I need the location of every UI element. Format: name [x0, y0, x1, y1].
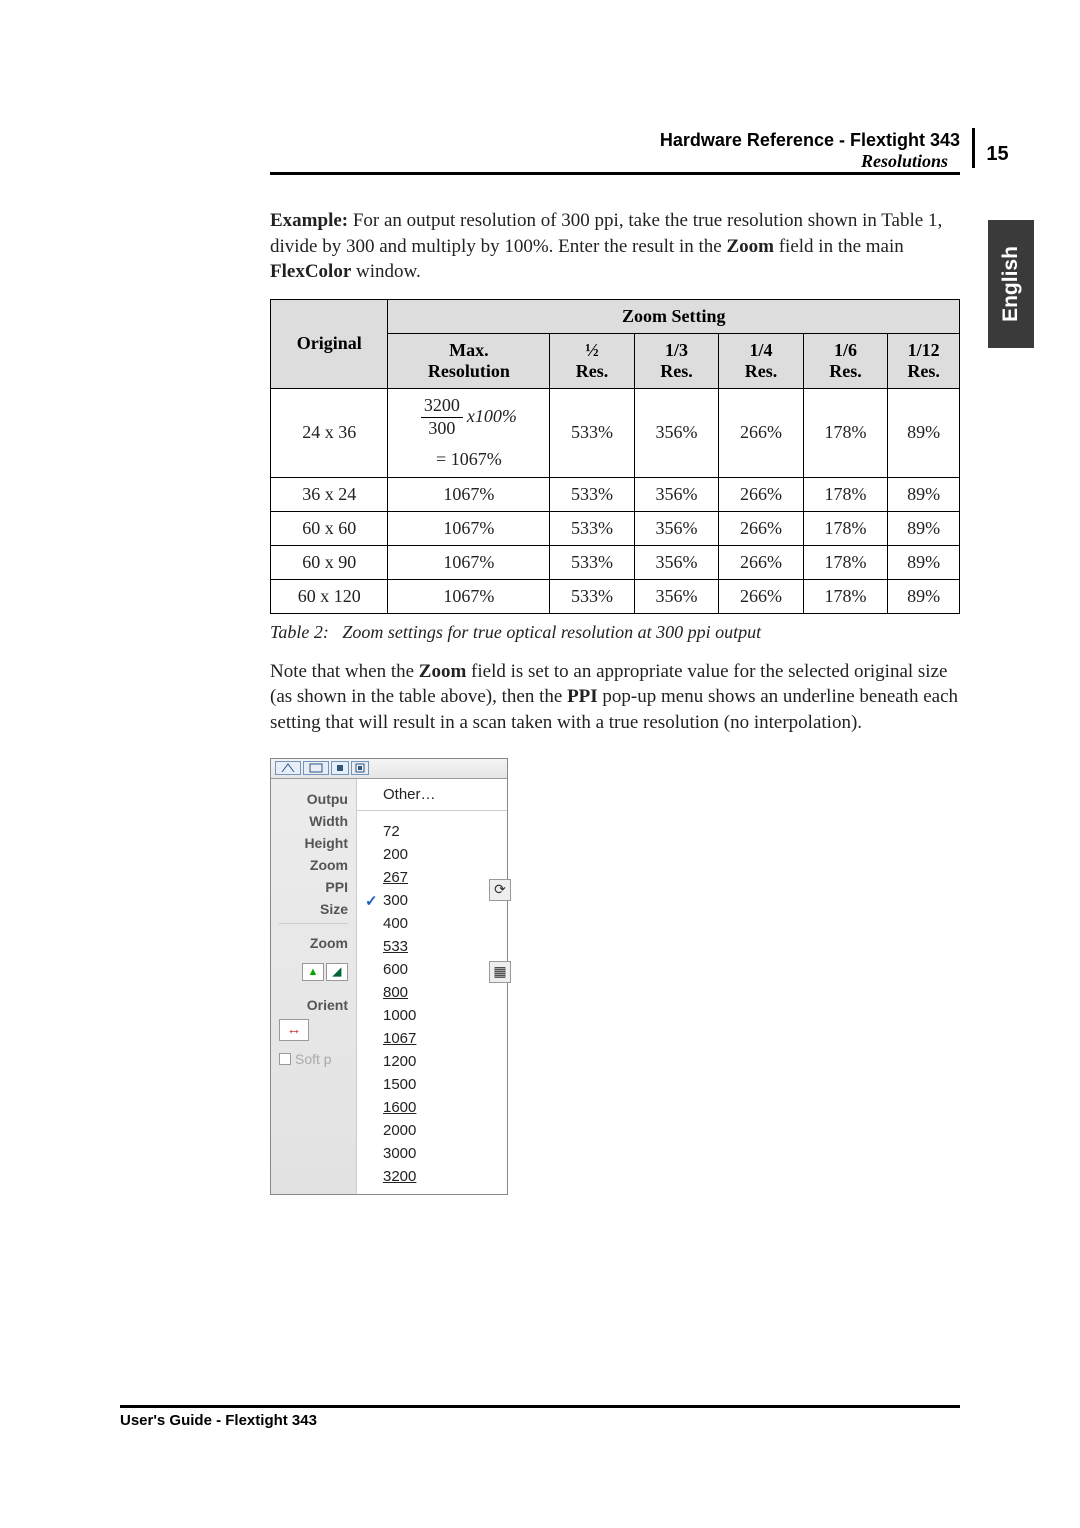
page-number: 15	[986, 143, 1008, 168]
menu-item[interactable]: 1200	[357, 1050, 507, 1073]
label-height: Height	[279, 835, 348, 851]
menu-item[interactable]: 3200	[357, 1165, 507, 1188]
menu-item-selected[interactable]: 300	[357, 889, 507, 912]
content-area: Example: For an output resolution of 300…	[270, 208, 960, 1195]
table-row: 60 x 90 1067% 533% 356% 266% 178% 89%	[271, 545, 960, 579]
table-caption: Table 2: Zoom settings for true optical …	[270, 622, 960, 643]
th-14: 1/4 Res.	[719, 333, 804, 388]
zoom-fit-icon[interactable]: ◢	[326, 963, 348, 981]
orient-icon: ↔	[287, 1021, 302, 1038]
menu-item[interactable]: 1067	[357, 1027, 507, 1050]
note-paragraph: Note that when the Zoom field is set to …	[270, 659, 960, 736]
th-original: Original	[271, 299, 388, 388]
menu-item[interactable]: 1000	[357, 1004, 507, 1027]
menu-item[interactable]: 600	[357, 958, 507, 981]
grid-icon[interactable]: ▦	[489, 961, 511, 983]
page-number-box: 15	[972, 128, 1020, 168]
table-row: 60 x 120 1067% 533% 356% 266% 178% 89%	[271, 579, 960, 613]
label-ppi: PPI	[279, 879, 348, 895]
label-output: Outpu	[279, 791, 348, 807]
th-16: 1/6 Res.	[803, 333, 888, 388]
language-tab[interactable]: English	[988, 220, 1034, 348]
fraction-cell: 3200 300 x100% = 1067%	[388, 388, 550, 477]
table-row: 24 x 36 3200 300 x100% = 1067% 533% 356%…	[271, 388, 960, 477]
ppi-dropdown-menu[interactable]: Other… 72 200 267 300 400 533 600 800 10…	[357, 779, 507, 1194]
label-width: Width	[279, 813, 348, 829]
header-subtitle: Resolutions	[861, 151, 948, 172]
menu-item[interactable]: 200	[357, 843, 507, 866]
label-zoom-section: Zoom	[279, 935, 348, 951]
footer-text: User's Guide - Flextight 343	[120, 1412, 317, 1429]
ppi-popup-screenshot: Outpu Width Height Zoom PPI Size Zoom ▲ …	[270, 758, 508, 1195]
orient-button[interactable]: ↔	[279, 1019, 309, 1041]
soft-checkbox[interactable]	[279, 1053, 291, 1065]
toolbar-tab-icon	[303, 761, 329, 775]
th-half: ½ Res.	[550, 333, 635, 388]
toolbar-tab-icon	[351, 761, 369, 775]
label-zoom: Zoom	[279, 857, 348, 873]
scroll-icon[interactable]: ⟳	[489, 879, 511, 901]
th-zoom-setting: Zoom Setting	[388, 299, 960, 333]
zoom-table: Original Zoom Setting Max. Resolution ½ …	[270, 299, 960, 614]
menu-item[interactable]: 1500	[357, 1073, 507, 1096]
menu-item[interactable]: 1600	[357, 1096, 507, 1119]
menu-item[interactable]: 400	[357, 912, 507, 935]
menu-item[interactable]: 3000	[357, 1142, 507, 1165]
ppi-label-column: Outpu Width Height Zoom PPI Size Zoom ▲ …	[271, 779, 357, 1194]
label-soft: Soft p	[295, 1051, 332, 1067]
table-row: 36 x 24 1067% 533% 356% 266% 178% 89%	[271, 477, 960, 511]
language-tab-label: English	[999, 246, 1023, 322]
footer: User's Guide - Flextight 343	[120, 1405, 960, 1430]
table-row: 60 x 60 1067% 533% 356% 266% 178% 89%	[271, 511, 960, 545]
header-block: Hardware Reference - Flextight 343 Resol…	[270, 130, 960, 175]
page: Hardware Reference - Flextight 343 Resol…	[0, 0, 1080, 1528]
menu-item[interactable]: 267	[357, 866, 507, 889]
menu-item-other[interactable]: Other…	[357, 783, 507, 806]
menu-item[interactable]: 800	[357, 981, 507, 1004]
intro-paragraph: Example: For an output resolution of 300…	[270, 208, 960, 285]
th-112: 1/12 Res.	[888, 333, 960, 388]
menu-item[interactable]: 72	[357, 820, 507, 843]
toolbar-tab-icon	[275, 761, 301, 775]
zoom-in-icon[interactable]: ▲	[302, 963, 324, 981]
header-title: Hardware Reference - Flextight 343	[660, 130, 960, 151]
toolbar-tab-icon	[331, 761, 349, 775]
label-orient: Orient	[279, 997, 348, 1013]
th-13: 1/3 Res.	[634, 333, 719, 388]
th-max: Max. Resolution	[388, 333, 550, 388]
menu-item[interactable]: 2000	[357, 1119, 507, 1142]
ppi-toolbar	[271, 759, 507, 779]
intro-lead: Example:	[270, 210, 348, 231]
menu-item[interactable]: 533	[357, 935, 507, 958]
label-size: Size	[279, 901, 348, 917]
